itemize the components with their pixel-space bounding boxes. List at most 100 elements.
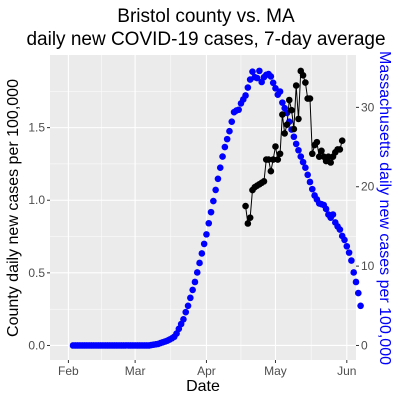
state-data-point (304, 171, 311, 179)
county-data-point (244, 220, 252, 227)
state-data-point (214, 175, 222, 183)
right-tick-label: 20 (361, 180, 375, 194)
state-data-point (200, 240, 208, 248)
state-data-point (345, 249, 353, 256)
left-axis-ticks: 0.0 0.5 1.0 1.5 (28, 121, 50, 352)
state-data-point (343, 242, 351, 250)
state-data-point (191, 278, 199, 286)
state-data-point (226, 127, 233, 135)
state-data-point (272, 85, 279, 92)
state-data-point (276, 88, 284, 95)
state-data-point (228, 118, 236, 125)
county-data-point (325, 153, 332, 160)
state-data-point (302, 164, 309, 171)
state-data-point (295, 146, 302, 154)
county-data-point (338, 137, 346, 144)
county-data-point (276, 150, 284, 158)
county-data-point (290, 125, 298, 133)
county-data-point (288, 106, 295, 114)
state-data-point (292, 140, 300, 148)
state-data-point (180, 315, 187, 323)
county-data-point (272, 143, 279, 150)
x-tick-label: Jun (337, 364, 356, 378)
state-data-point (212, 186, 219, 194)
county-data-point (274, 156, 282, 163)
state-data-point (223, 135, 231, 143)
x-tick-label: May (264, 364, 287, 378)
county-data-point (285, 96, 293, 104)
state-data-point (256, 67, 263, 75)
county-data-point (299, 72, 307, 79)
county-data-point (308, 150, 316, 158)
county-data-point (267, 167, 275, 175)
state-data-point (253, 74, 261, 82)
county-data-point (242, 202, 249, 210)
x-axis-title: Date (186, 378, 220, 395)
x-axis-ticks: Feb Mar Apr May Jun (58, 360, 356, 378)
state-data-point (198, 250, 206, 257)
series-layer (69, 67, 364, 349)
state-data-point (348, 257, 355, 264)
state-data-point (205, 219, 213, 227)
series-left (242, 67, 346, 227)
county-data-point (283, 121, 291, 129)
right-tick-label: 30 (361, 100, 375, 114)
county-data-point (306, 95, 314, 102)
state-data-point (279, 99, 286, 106)
state-data-point (357, 302, 364, 310)
x-tick-label: Apr (197, 364, 216, 378)
state-data-point (267, 73, 275, 80)
county-data-point (318, 147, 325, 155)
state-data-point (297, 153, 305, 160)
state-data-point (352, 278, 360, 286)
state-data-point (341, 236, 348, 244)
state-data-point (216, 164, 224, 171)
county-data-point (269, 156, 277, 163)
state-data-point (308, 185, 316, 193)
county-data-point (265, 156, 272, 163)
x-tick-label: Feb (58, 364, 79, 378)
state-data-point (196, 259, 203, 267)
left-tick-label: 0.0 (28, 338, 45, 352)
county-data-point (246, 214, 254, 221)
state-data-point (269, 79, 277, 87)
state-data-point (184, 302, 192, 310)
state-data-point (306, 178, 314, 186)
right-tick-label: 10 (361, 259, 375, 273)
x-tick-label: Mar (125, 364, 146, 378)
left-tick-label: 1.0 (28, 193, 45, 207)
state-data-point (207, 208, 215, 216)
county-data-point (295, 115, 302, 123)
county-data-point (315, 153, 323, 160)
left-tick-label: 0.5 (28, 266, 45, 280)
state-data-point (242, 92, 249, 99)
left-tick-label: 1.5 (28, 121, 45, 135)
state-data-point (189, 286, 196, 294)
state-data-point (249, 68, 256, 75)
state-data-point (329, 211, 337, 218)
state-data-point (235, 106, 242, 114)
state-data-point (182, 308, 190, 316)
state-data-point (219, 153, 226, 160)
state-data-point (187, 294, 194, 302)
county-data-point (292, 82, 300, 89)
left-axis-title: County daily new cases per 100,000 (5, 79, 22, 337)
county-data-point (281, 130, 288, 137)
county-data-point (327, 159, 334, 166)
state-data-point (221, 143, 229, 151)
state-data-point (322, 205, 330, 213)
county-data-point (313, 138, 321, 146)
county-data-point (302, 79, 309, 86)
state-data-point (336, 226, 344, 233)
state-data-point (244, 84, 252, 91)
state-data-point (210, 197, 217, 205)
county-data-point (279, 111, 286, 118)
state-data-point (350, 269, 358, 276)
chart-title-line-2: daily new COVID-19 cases, 7-day average (26, 29, 385, 50)
state-data-point (193, 269, 201, 276)
major-gridlines (50, 55, 356, 360)
county-data-point (336, 146, 344, 153)
chart-title-line-1: Bristol county vs. MA (117, 6, 295, 27)
right-axis-title: Massachusetts daily new cases per 100,00… (376, 51, 393, 365)
